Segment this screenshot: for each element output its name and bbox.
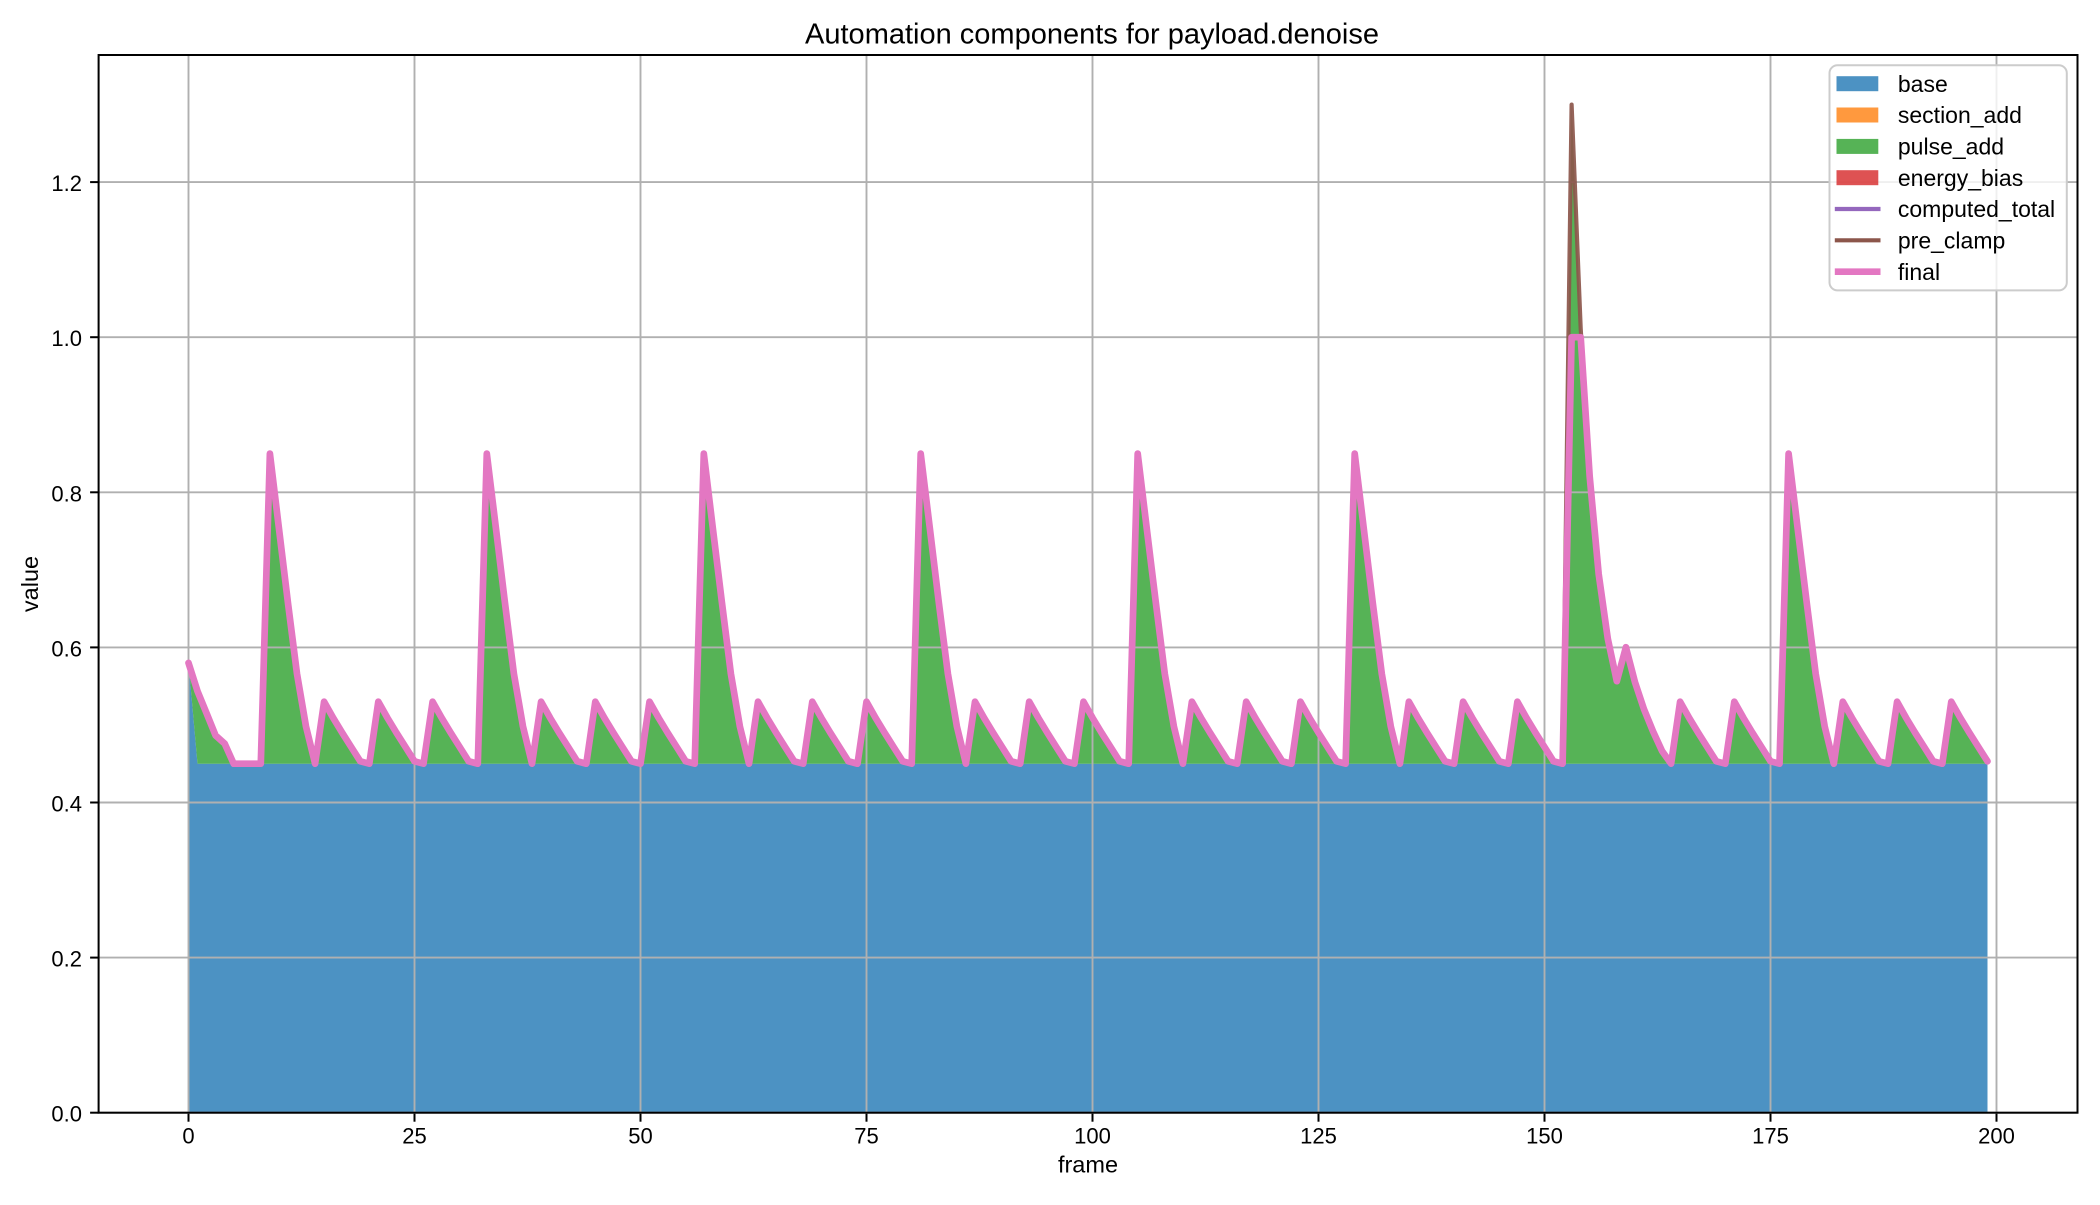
- svg-text:0.6: 0.6: [51, 636, 82, 661]
- svg-text:175: 175: [1752, 1124, 1789, 1149]
- svg-text:0.0: 0.0: [51, 1102, 82, 1127]
- svg-text:125: 125: [1300, 1124, 1337, 1149]
- svg-text:Automation components for payl: Automation components for payload.denois…: [805, 19, 1379, 51]
- svg-text:final: final: [1898, 259, 1940, 285]
- svg-text:computed_total: computed_total: [1898, 196, 2055, 222]
- svg-text:0.2: 0.2: [51, 947, 82, 972]
- svg-text:value: value: [17, 556, 43, 612]
- svg-text:0: 0: [182, 1124, 194, 1149]
- svg-text:1.2: 1.2: [51, 171, 82, 196]
- svg-text:section_add: section_add: [1898, 102, 2022, 128]
- svg-text:75: 75: [854, 1124, 878, 1149]
- svg-text:base: base: [1898, 71, 1948, 97]
- svg-text:25: 25: [402, 1124, 426, 1149]
- svg-text:pre_clamp: pre_clamp: [1898, 228, 2005, 254]
- svg-text:150: 150: [1526, 1124, 1563, 1149]
- svg-text:0.8: 0.8: [51, 481, 82, 506]
- svg-text:energy_bias: energy_bias: [1898, 165, 2023, 191]
- svg-text:100: 100: [1074, 1124, 1111, 1149]
- svg-text:50: 50: [628, 1124, 652, 1149]
- svg-text:pulse_add: pulse_add: [1898, 134, 2004, 160]
- svg-text:frame: frame: [1058, 1152, 1118, 1178]
- svg-text:1.0: 1.0: [51, 326, 82, 351]
- svg-text:0.4: 0.4: [51, 792, 82, 817]
- svg-text:200: 200: [1978, 1124, 2015, 1149]
